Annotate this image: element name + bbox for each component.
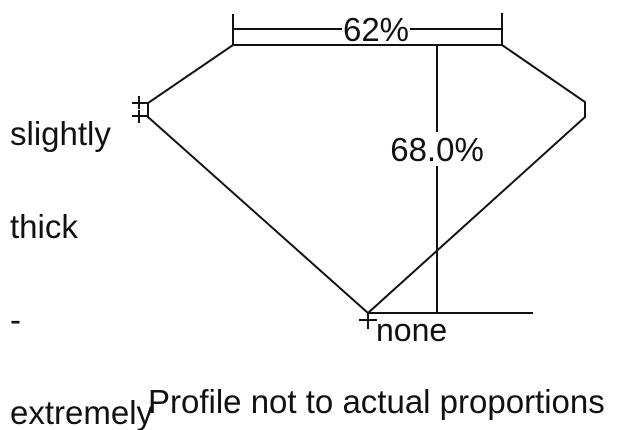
girdle-label-line: slightly — [10, 115, 111, 152]
girdle-label-line: thick — [10, 208, 78, 245]
diamond-outline — [147, 44, 586, 315]
girdle-label-line: - — [10, 301, 21, 338]
footnote-text: Profile not to actual proportions — [148, 383, 605, 420]
culet-label: none — [376, 312, 448, 348]
table-percent-label: 62% — [342, 11, 410, 48]
girdle-label-line: extremely — [10, 394, 154, 430]
girdle-tick-top-icon — [132, 96, 148, 109]
girdle-tick-bottom-icon — [132, 110, 148, 123]
culet-cross-icon — [359, 312, 377, 329]
depth-percent-label: 68.0% — [388, 131, 486, 168]
girdle-thickness-label: slightly thick - extremely thick (facete… — [10, 56, 153, 430]
